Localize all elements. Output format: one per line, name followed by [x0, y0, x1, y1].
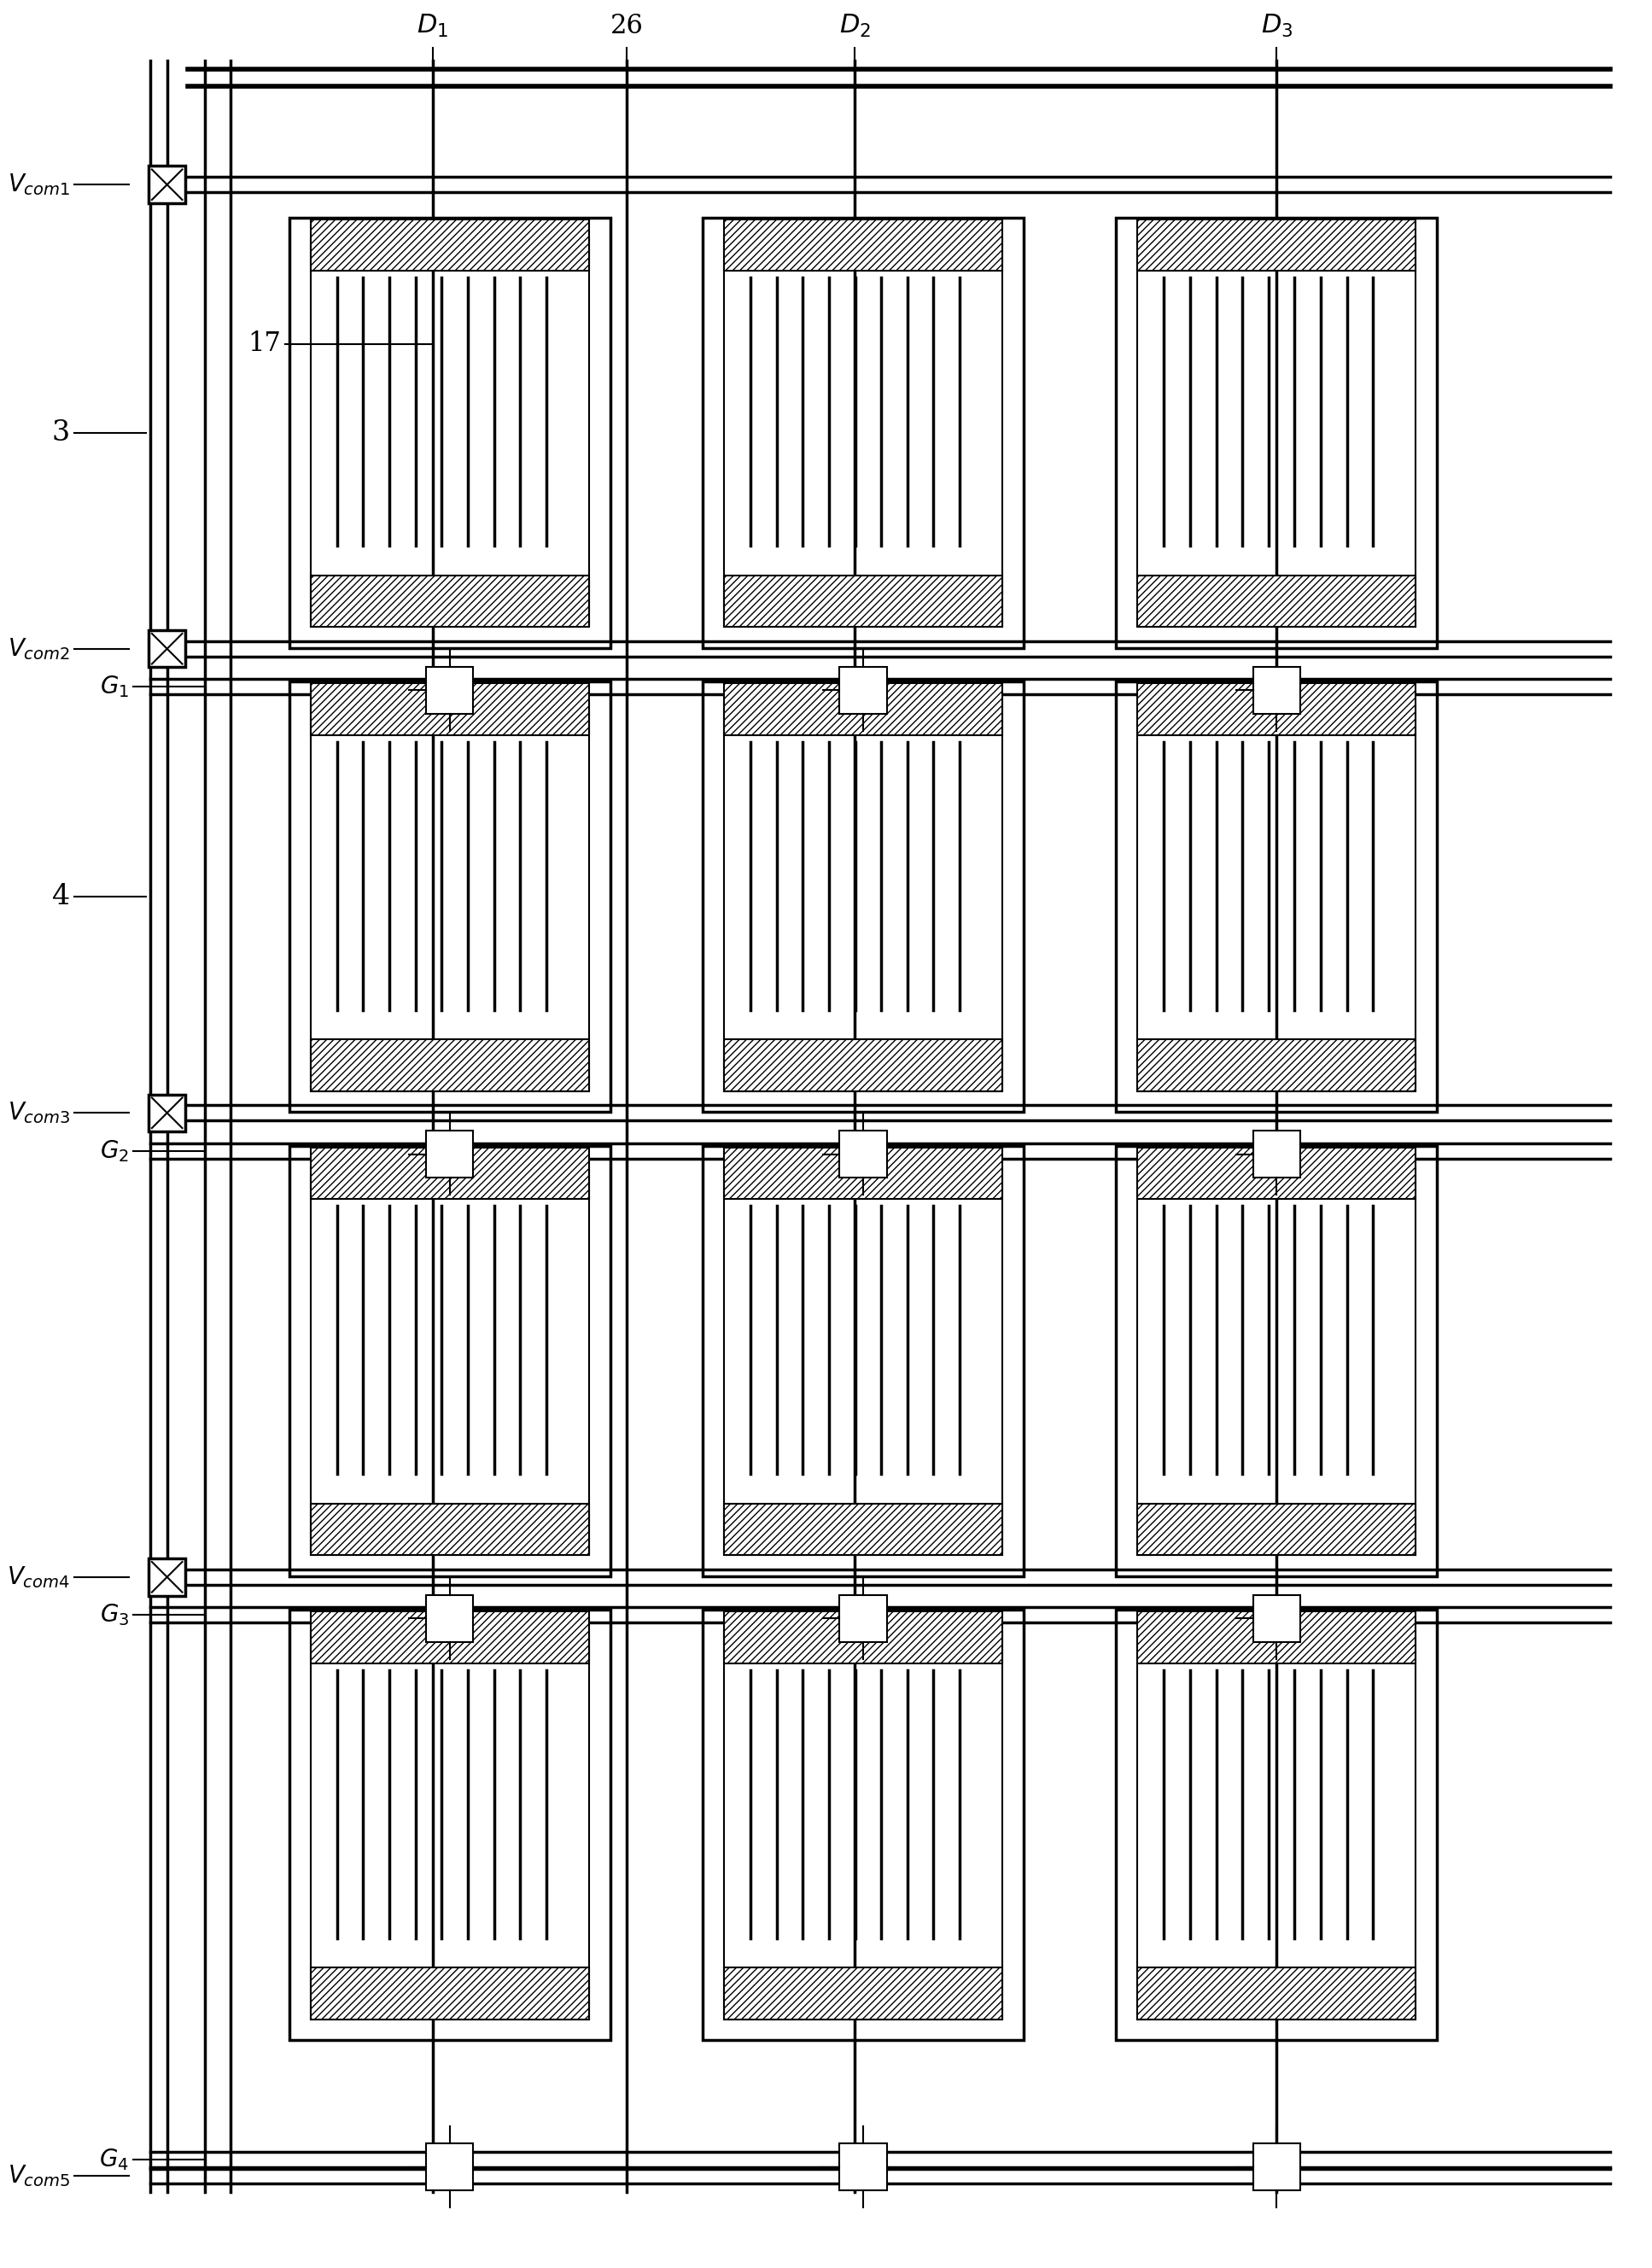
- Bar: [724, 238, 1003, 626]
- Bar: [1137, 1504, 1416, 1556]
- Text: $D_1$: $D_1$: [416, 14, 449, 39]
- Bar: [149, 1558, 185, 1597]
- Bar: [149, 631, 185, 667]
- Bar: [1137, 1969, 1416, 2019]
- Bar: [426, 2143, 474, 2191]
- Text: 17: 17: [248, 331, 281, 358]
- Bar: [426, 667, 474, 714]
- Bar: [311, 703, 588, 1091]
- Bar: [1137, 220, 1416, 270]
- Text: $V_{com5}$: $V_{com5}$: [8, 2164, 69, 2189]
- Bar: [702, 1610, 1024, 2041]
- Bar: [311, 1969, 588, 2019]
- Text: 26: 26: [610, 14, 644, 39]
- Bar: [839, 2143, 887, 2191]
- Bar: [839, 667, 887, 714]
- Bar: [311, 238, 588, 626]
- Text: $V_{com1}$: $V_{com1}$: [8, 172, 69, 197]
- Bar: [1137, 683, 1416, 735]
- Bar: [311, 576, 588, 626]
- Text: $D_3$: $D_3$: [1260, 14, 1292, 39]
- Bar: [289, 683, 610, 1111]
- Bar: [426, 1132, 474, 1177]
- Bar: [1252, 1132, 1300, 1177]
- Bar: [724, 1631, 1003, 2019]
- Text: $V_{com2}$: $V_{com2}$: [8, 635, 69, 662]
- Bar: [149, 166, 185, 204]
- Bar: [1117, 683, 1437, 1111]
- Bar: [724, 1504, 1003, 1556]
- Bar: [724, 1969, 1003, 2019]
- Bar: [702, 683, 1024, 1111]
- Bar: [1137, 576, 1416, 626]
- Bar: [311, 1148, 588, 1200]
- Bar: [1117, 1145, 1437, 1576]
- Bar: [289, 218, 610, 649]
- Bar: [724, 1148, 1003, 1200]
- Bar: [1137, 1039, 1416, 1091]
- Bar: [1137, 1613, 1416, 1662]
- Bar: [1137, 1148, 1416, 1200]
- Bar: [1252, 1594, 1300, 1642]
- Bar: [1117, 1610, 1437, 2041]
- Bar: [311, 1504, 588, 1556]
- Text: $D_2$: $D_2$: [839, 14, 871, 39]
- Bar: [724, 1168, 1003, 1556]
- Bar: [724, 683, 1003, 735]
- Bar: [1252, 2143, 1300, 2191]
- Bar: [149, 1095, 185, 1132]
- Bar: [289, 1610, 610, 2041]
- Bar: [311, 683, 588, 735]
- Bar: [311, 1613, 588, 1662]
- Bar: [1137, 1631, 1416, 2019]
- Bar: [724, 1613, 1003, 1662]
- Bar: [724, 703, 1003, 1091]
- Bar: [311, 220, 588, 270]
- Bar: [289, 1145, 610, 1576]
- Bar: [724, 220, 1003, 270]
- Text: $G_3$: $G_3$: [99, 1601, 129, 1628]
- Bar: [839, 1132, 887, 1177]
- Bar: [1137, 238, 1416, 626]
- Text: $V_{com3}$: $V_{com3}$: [8, 1100, 69, 1125]
- Bar: [311, 1039, 588, 1091]
- Bar: [311, 1631, 588, 2019]
- Bar: [426, 1594, 474, 1642]
- Text: $G_1$: $G_1$: [101, 674, 129, 699]
- Text: $G_2$: $G_2$: [101, 1139, 129, 1163]
- Bar: [724, 1039, 1003, 1091]
- Text: $V_{com4}$: $V_{com4}$: [7, 1565, 69, 1590]
- Bar: [1117, 218, 1437, 649]
- Bar: [311, 1168, 588, 1556]
- Bar: [724, 576, 1003, 626]
- Text: 4: 4: [51, 882, 69, 909]
- Bar: [702, 1145, 1024, 1576]
- Bar: [839, 1594, 887, 1642]
- Text: 3: 3: [51, 420, 69, 447]
- Bar: [702, 218, 1024, 649]
- Bar: [1137, 703, 1416, 1091]
- Text: $G_4$: $G_4$: [99, 2146, 129, 2173]
- Bar: [1252, 667, 1300, 714]
- Bar: [1137, 1168, 1416, 1556]
